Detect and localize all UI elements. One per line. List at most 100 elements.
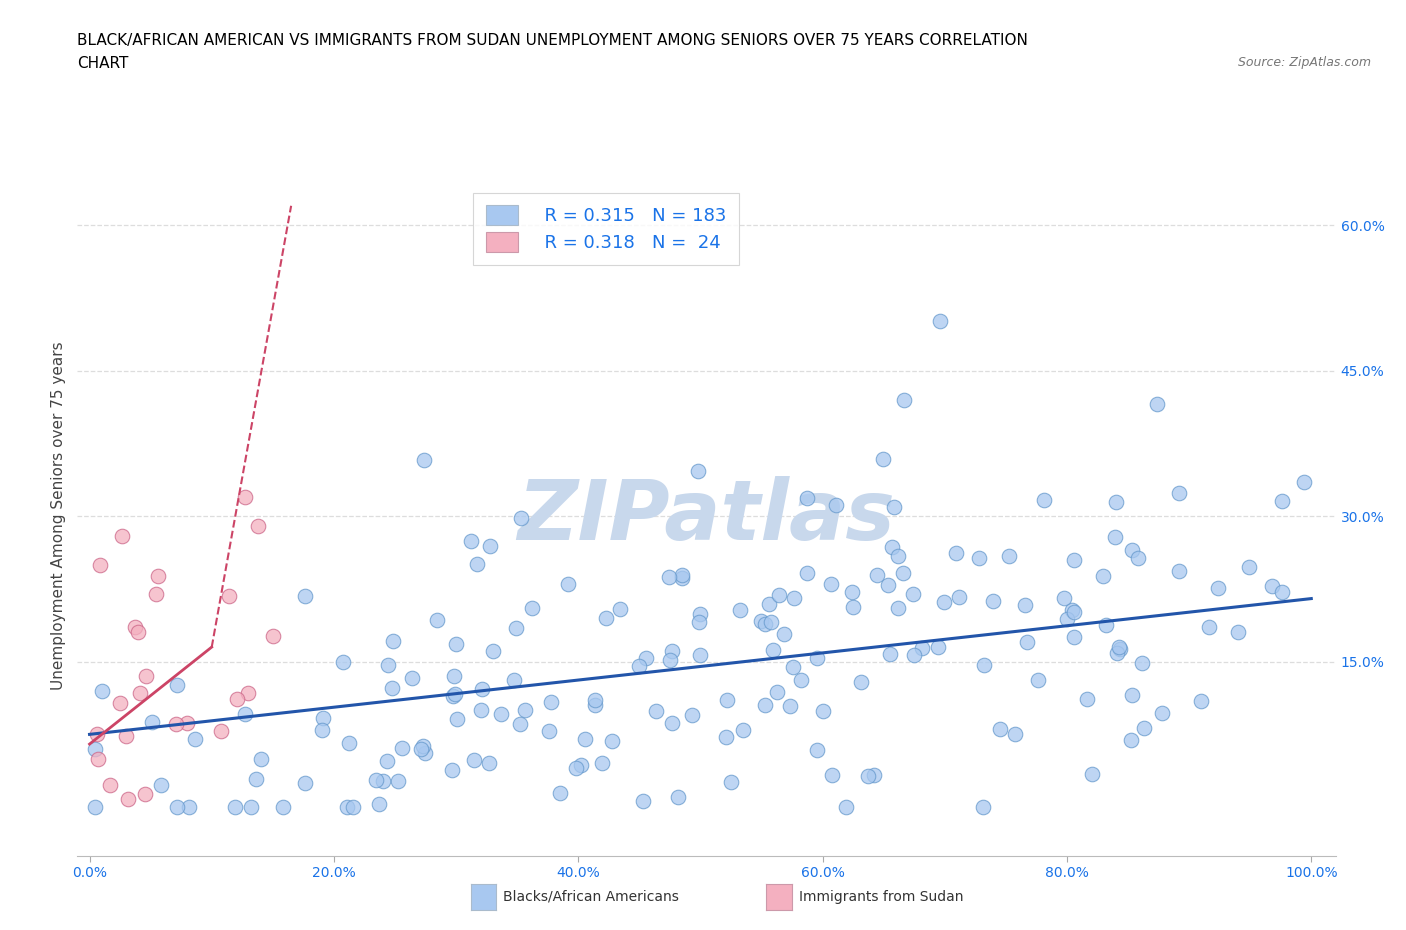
Point [879, 646, 901, 661]
Point [1271, 585, 1294, 600]
Point [89, 557, 111, 572]
Point [658, 569, 681, 584]
Point [226, 692, 249, 707]
Point [1080, 766, 1102, 781]
Point [796, 565, 818, 580]
Point [998, 549, 1021, 564]
Point [391, 740, 413, 755]
Point [661, 644, 683, 658]
Point [312, 711, 335, 725]
Point [689, 607, 711, 622]
Point [145, 586, 167, 601]
Point [311, 723, 333, 737]
Point [790, 672, 813, 687]
Point [688, 614, 710, 629]
Point [377, 658, 399, 672]
Point [1146, 397, 1168, 412]
Point [762, 643, 785, 658]
Point [1108, 640, 1130, 655]
Point [294, 589, 316, 604]
Point [733, 723, 755, 737]
Point [866, 567, 889, 582]
Point [238, 685, 260, 700]
Point [176, 715, 198, 730]
Point [1261, 578, 1284, 593]
Point [1237, 559, 1260, 574]
Point [166, 800, 188, 815]
Point [134, 787, 156, 802]
Point [600, 733, 623, 748]
Point [478, 756, 501, 771]
Point [503, 672, 526, 687]
Point [928, 313, 950, 328]
Point [84, 800, 107, 815]
Point [443, 669, 465, 684]
Point [634, 651, 657, 666]
Point [557, 577, 579, 591]
Point [91, 684, 114, 698]
Point [1004, 727, 1026, 742]
Text: Source: ZipAtlas.com: Source: ZipAtlas.com [1237, 56, 1371, 69]
Point [409, 741, 432, 756]
Point [1032, 493, 1054, 508]
Point [460, 533, 482, 548]
Point [1063, 630, 1085, 644]
Point [671, 570, 693, 585]
Point [768, 587, 790, 602]
Point [759, 615, 782, 630]
Point [412, 738, 434, 753]
Point [271, 800, 294, 815]
Point [1104, 530, 1126, 545]
Point [1095, 618, 1118, 632]
Point [233, 706, 256, 721]
Point [796, 490, 818, 505]
Point [166, 677, 188, 692]
Point [513, 703, 536, 718]
Point [967, 551, 990, 565]
Point [887, 548, 910, 563]
Point [366, 773, 388, 788]
Point [479, 538, 502, 553]
Point [631, 793, 654, 808]
Point [671, 567, 693, 582]
Point [146, 568, 169, 583]
Point [336, 800, 359, 815]
Point [1056, 611, 1078, 626]
Point [111, 528, 134, 543]
Point [1091, 568, 1114, 583]
Point [413, 453, 436, 468]
Point [927, 639, 949, 654]
Point [84, 742, 107, 757]
Point [1132, 656, 1154, 671]
Point [583, 693, 606, 708]
Point [115, 729, 138, 744]
Point [893, 392, 915, 407]
Point [441, 763, 464, 777]
Point [806, 650, 828, 665]
Point [981, 594, 1004, 609]
Point [108, 696, 131, 711]
Text: BLACK/AFRICAN AMERICAN VS IMMIGRANTS FROM SUDAN UNEMPLOYMENT AMONG SENIORS OVER : BLACK/AFRICAN AMERICAN VS IMMIGRANTS FRO… [77, 33, 1028, 47]
Point [367, 797, 389, 812]
Y-axis label: Unemployment Among Seniors over 75 years: Unemployment Among Seniors over 75 years [51, 342, 66, 690]
Point [882, 539, 904, 554]
Point [609, 601, 631, 616]
Point [224, 800, 246, 815]
Point [863, 767, 886, 782]
Point [441, 689, 464, 704]
Point [337, 735, 360, 750]
Point [825, 498, 848, 513]
Point [1108, 642, 1130, 657]
Point [1017, 634, 1039, 649]
Point [595, 610, 617, 625]
Point [1076, 692, 1098, 707]
Point [491, 707, 513, 722]
Point [1152, 706, 1174, 721]
Point [426, 612, 449, 627]
Point [209, 724, 232, 738]
Point [240, 800, 263, 815]
Point [948, 590, 970, 604]
Point [1126, 551, 1149, 565]
Point [509, 717, 531, 732]
Point [141, 714, 163, 729]
